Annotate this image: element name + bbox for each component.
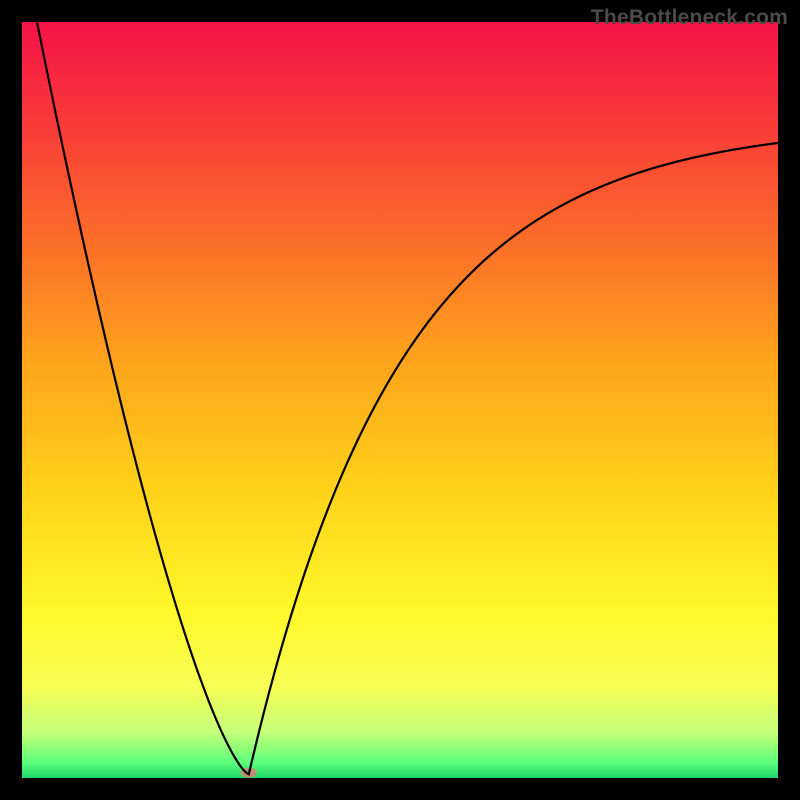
gradient-background bbox=[22, 22, 778, 778]
bottleneck-chart bbox=[0, 0, 800, 800]
watermark-text: TheBottleneck.com bbox=[591, 6, 788, 30]
chart-container: TheBottleneck.com bbox=[0, 0, 800, 800]
